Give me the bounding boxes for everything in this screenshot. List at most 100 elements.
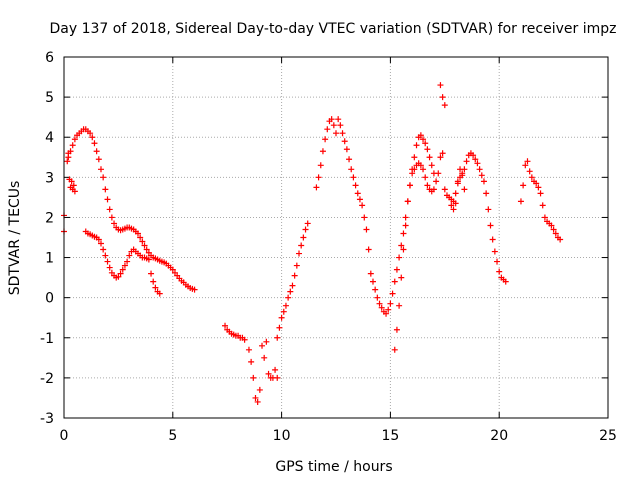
data-point bbox=[411, 166, 418, 173]
data-point bbox=[356, 196, 363, 203]
data-point bbox=[363, 226, 370, 233]
data-series-seg-i bbox=[437, 82, 448, 109]
chart-title: Day 137 of 2018, Sidereal Day-to-day VTE… bbox=[50, 21, 617, 37]
data-point bbox=[259, 342, 266, 349]
data-point bbox=[126, 252, 133, 259]
data-point bbox=[104, 196, 111, 203]
data-point bbox=[293, 262, 300, 269]
data-point bbox=[70, 182, 77, 189]
data-point bbox=[111, 220, 118, 227]
data-point bbox=[383, 310, 390, 317]
data-point bbox=[121, 262, 128, 269]
x-tick-label: 5 bbox=[168, 428, 177, 444]
data-point bbox=[398, 242, 405, 249]
data-point bbox=[548, 222, 555, 229]
data-point bbox=[91, 140, 98, 147]
grid bbox=[64, 57, 608, 418]
data-point bbox=[539, 202, 546, 209]
data-point bbox=[108, 214, 115, 221]
x-tick-label: 0 bbox=[60, 428, 69, 444]
data-point bbox=[420, 136, 427, 143]
data-series-seg-h bbox=[391, 150, 446, 353]
x-axis-label: GPS time / hours bbox=[275, 459, 392, 475]
y-tick-label: -1 bbox=[40, 331, 54, 347]
data-point bbox=[439, 94, 446, 101]
data-point bbox=[97, 240, 104, 247]
data-point bbox=[550, 226, 557, 233]
data-point bbox=[494, 258, 501, 265]
y-tick-label: 5 bbox=[45, 90, 54, 106]
y-tick-label: -2 bbox=[40, 371, 54, 387]
data-point bbox=[152, 284, 159, 291]
data-point bbox=[459, 172, 466, 179]
data-point bbox=[522, 162, 529, 169]
data-point bbox=[119, 266, 126, 273]
data-point bbox=[276, 324, 283, 331]
data-series-seg-e bbox=[222, 322, 281, 405]
data-point bbox=[502, 278, 509, 285]
data-point bbox=[337, 122, 344, 129]
data-point bbox=[367, 270, 374, 277]
data-point bbox=[491, 248, 498, 255]
data-point bbox=[296, 250, 303, 257]
data-point bbox=[89, 134, 96, 141]
data-point bbox=[533, 180, 540, 187]
data-series-seg-l bbox=[517, 158, 564, 243]
data-point bbox=[391, 278, 398, 285]
data-point bbox=[400, 230, 407, 237]
data-point bbox=[71, 188, 78, 195]
data-point bbox=[191, 286, 198, 293]
data-point bbox=[528, 174, 535, 181]
data-point bbox=[472, 156, 479, 163]
data-point bbox=[272, 366, 279, 373]
data-point bbox=[298, 242, 305, 249]
data-point bbox=[474, 160, 481, 167]
data-point bbox=[328, 116, 335, 123]
data-point bbox=[372, 286, 379, 293]
data-point bbox=[480, 178, 487, 185]
data-series-seg-d bbox=[82, 228, 163, 297]
data-point bbox=[265, 370, 272, 377]
data-point bbox=[95, 236, 102, 243]
x-tick-label: 25 bbox=[599, 428, 617, 444]
data-point bbox=[117, 270, 124, 277]
data-point bbox=[496, 268, 503, 275]
data-series-seg-f bbox=[274, 220, 311, 341]
data-point bbox=[470, 152, 477, 159]
data-point bbox=[422, 174, 429, 181]
data-series-seg-g bbox=[313, 116, 437, 317]
data-point bbox=[406, 182, 413, 189]
data-point bbox=[65, 154, 72, 161]
data-point bbox=[393, 326, 400, 333]
plot-frame bbox=[63, 56, 609, 419]
data-point bbox=[319, 148, 326, 155]
data-point bbox=[156, 290, 163, 297]
data-point bbox=[439, 150, 446, 157]
data-point bbox=[441, 102, 448, 109]
data-point bbox=[330, 122, 337, 129]
data-point bbox=[67, 148, 74, 155]
data-point bbox=[93, 148, 100, 155]
y-tick-label: 3 bbox=[45, 170, 54, 186]
data-point bbox=[250, 374, 257, 381]
x-tick-label: 15 bbox=[381, 428, 399, 444]
data-point bbox=[245, 346, 252, 353]
data-point bbox=[282, 302, 289, 309]
data-point bbox=[396, 254, 403, 261]
data-point bbox=[69, 142, 76, 149]
data-point bbox=[487, 222, 494, 229]
data-points bbox=[61, 82, 564, 405]
data-point bbox=[274, 374, 281, 381]
data-point bbox=[378, 304, 385, 311]
data-point bbox=[137, 234, 144, 241]
data-point bbox=[387, 300, 394, 307]
data-point bbox=[435, 170, 442, 177]
data-point bbox=[361, 214, 368, 221]
data-point bbox=[424, 146, 431, 153]
data-point bbox=[402, 214, 409, 221]
data-point bbox=[102, 252, 109, 259]
data-point bbox=[359, 202, 366, 209]
data-point bbox=[476, 166, 483, 173]
data-point bbox=[115, 273, 122, 280]
data-point bbox=[102, 186, 109, 193]
